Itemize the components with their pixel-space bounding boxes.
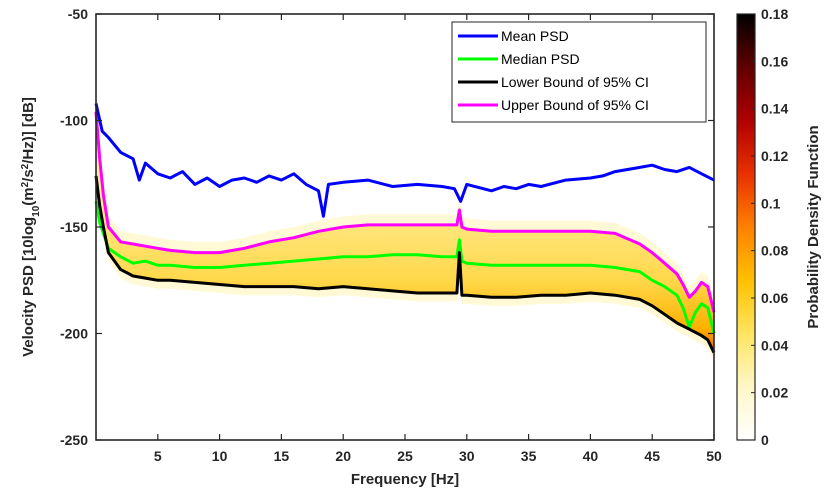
- colorbar-tick-label: 0.04: [761, 337, 788, 353]
- mean-psd-line: [94, 103, 715, 218]
- y-tick-label: -250: [60, 432, 88, 448]
- series-layer: [94, 103, 716, 354]
- colorbar-tick-label: 0.16: [761, 53, 788, 69]
- colorbar-tick-label: 0.18: [761, 6, 788, 22]
- y-axis-title-mid1: (m: [20, 187, 37, 205]
- y-axis-title-pre: Velocity PSD [10log: [20, 217, 37, 357]
- x-tick-label: 25: [397, 448, 413, 464]
- median-psd-line: [94, 201, 716, 334]
- colorbar-title: Probability Density Function: [805, 125, 822, 328]
- colorbar: 0 0.02 0.04 0.06 0.08 0.1 0.12 0.14 0.16 0.18 Pro…: [736, 6, 822, 448]
- y-axis-title-sub: 10: [31, 205, 42, 217]
- colorbar-frame: [736, 13, 756, 441]
- y-axis-title-sup2: 2: [20, 163, 31, 169]
- colorbar-tick-label: 0.14: [761, 101, 788, 117]
- x-tick-label: 50: [706, 448, 722, 464]
- x-axis: 5 10 15 20 25 30 35 40 45 50: [154, 14, 722, 464]
- y-tick-label: -50: [68, 6, 88, 22]
- y-axis: -250 -200 -150 -100 -50: [60, 6, 714, 448]
- x-tick-label: 10: [212, 448, 228, 464]
- y-tick-label: -100: [60, 113, 88, 129]
- legend-label-lower: Lower Bound of 95% CI: [501, 74, 649, 90]
- colorbar-tick-label: 0.1: [761, 195, 781, 211]
- colorbar-tick-label: 0: [761, 432, 769, 448]
- x-axis-title: Frequency [Hz]: [351, 471, 459, 488]
- x-tick-label: 45: [644, 448, 660, 464]
- colorbar-tick-label: 0.02: [761, 385, 788, 401]
- colorbar-tick-label: 0.08: [761, 243, 788, 259]
- y-axis-title-post: /Hz)] [dB]: [20, 97, 37, 164]
- x-tick-label: 15: [274, 448, 290, 464]
- legend-label-upper: Upper Bound of 95% CI: [501, 97, 649, 113]
- legend: Mean PSD Median PSD Lower Bound of 95% C…: [451, 21, 707, 123]
- legend-label-median: Median PSD: [501, 51, 580, 67]
- y-tick-label: -200: [60, 326, 88, 342]
- x-tick-label: 20: [335, 448, 351, 464]
- x-tick-label: 5: [154, 448, 162, 464]
- x-tick-label: 40: [583, 448, 599, 464]
- colorbar-tick-label: 0.12: [761, 148, 788, 164]
- pdf-band: [96, 112, 714, 353]
- colorbar-ticks: 0 0.02 0.04 0.06 0.08 0.1 0.12 0.14 0.16 0.18: [751, 6, 788, 448]
- x-tick-label: 35: [521, 448, 537, 464]
- y-tick-label: -150: [60, 219, 88, 235]
- y-axis-title-sup1: 2: [20, 181, 31, 187]
- colorbar-gradient: [737, 14, 755, 440]
- colorbar-tick-label: 0.06: [761, 290, 788, 306]
- y-axis-title: Velocity PSD [10log10(m2/s2/Hz)] [dB]: [20, 97, 42, 357]
- lower-bound-line: [94, 175, 716, 354]
- x-tick-label: 30: [459, 448, 475, 464]
- y-axis-title-mid2: /s: [20, 169, 37, 182]
- legend-label-mean: Mean PSD: [501, 28, 569, 44]
- upper-bound-line: [94, 111, 716, 313]
